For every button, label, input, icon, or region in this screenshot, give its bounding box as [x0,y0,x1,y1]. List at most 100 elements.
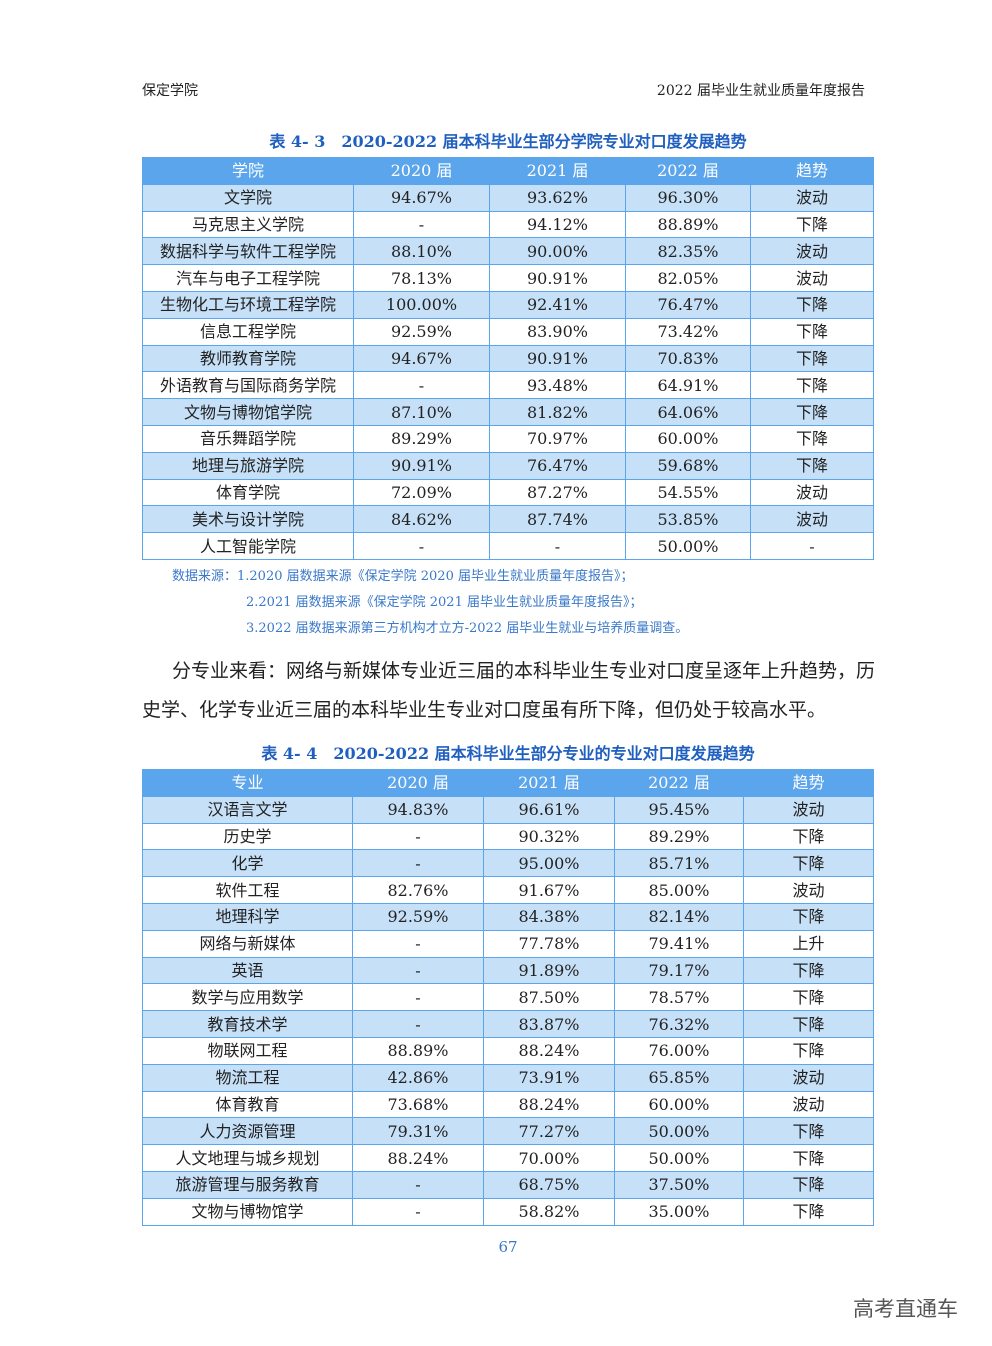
table-row: 人力资源管理 79.31% 77.27% 50.00% 下降 [142,1117,874,1146]
table-cell: 下降 [750,371,874,400]
column-header: 2021 届 [483,769,615,797]
table-cell: 87.27% [489,478,626,507]
table-cell: 64.91% [625,371,751,400]
table-cell: 87.10% [353,398,490,426]
table-cell: 软件工程 [142,876,353,904]
table-cell: 91.67% [483,876,615,904]
table-cell: 历史学 [142,822,353,851]
table-cell: 90.91% [489,264,626,292]
table-cell: 78.13% [353,264,490,292]
table-cell: - [750,532,874,560]
table-cell: 文物与博物馆学院 [142,398,354,426]
table-cell: 76.00% [614,1036,744,1065]
table-cell: - [489,532,626,560]
table-cell: 信息工程学院 [142,317,354,346]
table-row: 人文地理与城乡规划 88.24% 70.00% 50.00% 下降 [142,1144,874,1172]
table-cell: 79.17% [614,956,744,985]
table-cell: 60.00% [625,424,751,453]
table-cell: 波动 [743,1063,874,1092]
table-row: 外语教育与国际商务学院 -93.48% 64.91% 下降 [142,371,874,400]
table-cell: 美术与设计学院 [142,505,354,534]
table-cell: 汉语言文学 [142,795,353,824]
table-cell: 数据科学与软件工程学院 [142,237,354,266]
table-cell: 92.59% [352,902,484,931]
table-cell: 88.89% [352,1036,484,1065]
table-row: 汉语言文学 94.83% 96.61% 95.45% 波动 [142,795,874,824]
table-row: 音乐舞蹈学院 89.29% 70.97% 60.00% 下降 [142,424,874,453]
table-row: 化学 -95.00% 85.71% 下降 [142,849,874,878]
table-cell: - [352,956,484,985]
table-row: 物联网工程 88.89% 88.24% 76.00% 下降 [142,1036,874,1065]
table-cell: 85.71% [614,849,744,878]
table-cell: 汽车与电子工程学院 [142,264,354,292]
table-cell: 90.32% [483,822,615,851]
table-cell: 90.91% [353,451,490,480]
table-cell: 82.35% [625,237,751,266]
table-row: 信息工程学院 92.59% 83.90% 73.42% 下降 [142,317,874,346]
source-note-2: 2.2021 届数据来源《保定学院 2021 届毕业生就业质量年度报告》； [246,595,643,610]
table-cell: 下降 [750,290,874,319]
table-cell: 84.62% [353,505,490,534]
column-header: 专业 [142,769,353,797]
table-row: 数据科学与软件工程学院 88.10% 90.00% 82.35% 波动 [142,237,874,266]
table-cell: 82.76% [352,876,484,904]
table-cell: 72.09% [353,478,490,507]
table-cell: 88.24% [483,1090,615,1119]
header-left: 保定学院 [142,83,198,99]
table-row: 地理与旅游学院 90.91% 76.47% 59.68% 下降 [142,451,874,480]
table2-title: 表 4- 4 2020-2022 届本科毕业生部分专业的专业对口度发展趋势 [261,744,755,763]
table-cell: 下降 [750,451,874,480]
table-cell: 89.29% [353,424,490,453]
table-cell: 79.31% [352,1117,484,1146]
page-number: 67 [498,1238,518,1256]
table-cell: 76.47% [625,290,751,319]
table-cell: 物联网工程 [142,1036,353,1065]
table-cell: 87.74% [489,505,626,534]
body-paragraph: 分专业来看：网络与新媒体专业近三届的本科毕业生专业对口度呈逐年上升趋势，历史学、… [142,660,876,721]
table-cell: - [352,822,484,851]
table-cell: 下降 [743,1144,874,1172]
table-cell: 88.24% [483,1036,615,1065]
table-cell: 70.00% [483,1144,615,1172]
table-cell: 数学与应用数学 [142,983,353,1012]
table-cell: 76.47% [489,451,626,480]
table-cell: 95.00% [483,849,615,878]
column-header: 2020 届 [353,157,490,185]
table-cell: 下降 [743,822,874,851]
table-cell: 77.27% [483,1117,615,1146]
table-cell: 88.24% [352,1144,484,1172]
table-cell: 下降 [743,849,874,878]
column-header: 2020 届 [352,769,484,797]
table-row: 地理科学 92.59% 84.38% 82.14% 下降 [142,902,874,931]
column-header: 2022 届 [614,769,744,797]
table-cell: 68.75% [483,1170,615,1199]
table-cell: - [352,1010,484,1038]
table-cell: 60.00% [614,1090,744,1119]
table-row: 体育学院 72.09% 87.27% 54.55% 波动 [142,478,874,507]
table-cell: 英语 [142,956,353,985]
table-cell: 下降 [750,424,874,453]
table-cell: 文物与博物馆学 [142,1197,353,1226]
table-cell: 42.86% [352,1063,484,1092]
column-header: 2021 届 [489,157,626,185]
table-cell: 89.29% [614,822,744,851]
table-cell: 91.89% [483,956,615,985]
table-row: 生物化工与环境工程学院 100.00% 92.41% 76.47% 下降 [142,290,874,319]
table-cell: 波动 [743,876,874,904]
table-cell: 物流工程 [142,1063,353,1092]
table-cell: 96.61% [483,795,615,824]
table-cell: 82.14% [614,902,744,931]
table-cell: 81.82% [489,398,626,426]
table1: 学院 2020 届 2021 届 2022 届趋势 文学院 94.67% 93.62% 96.… [142,157,874,560]
table-cell: 文学院 [142,183,354,212]
table-cell: 65.85% [614,1063,744,1092]
table-cell: 92.41% [489,290,626,319]
table-cell: 59.68% [625,451,751,480]
table-cell: 96.30% [625,183,751,212]
table-cell: 网络与新媒体 [142,929,353,958]
source-note-1: 数据来源：1.2020 届数据来源《保定学院 2020 届毕业生就业质量年度报告… [172,569,634,584]
table-row: 文物与博物馆学院 87.10% 81.82% 64.06% 下降 [142,398,874,426]
table-cell: 95.45% [614,795,744,824]
table-cell: - [353,371,490,400]
